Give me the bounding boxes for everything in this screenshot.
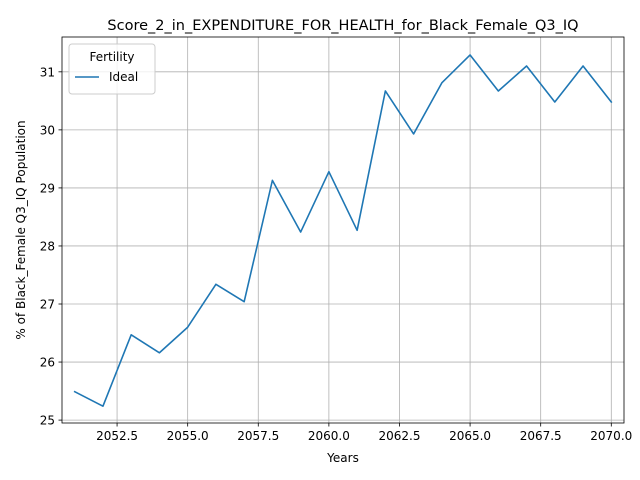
- plot-area-frame: [61, 36, 625, 424]
- y-tick-label: 29: [40, 181, 55, 195]
- legend-title: Fertility: [89, 50, 134, 64]
- x-tick-label: 2065.0: [449, 429, 491, 443]
- y-axis-ticks: 25 26 27 28 29 30 31: [40, 65, 62, 428]
- x-tick-label: 2055.0: [167, 429, 209, 443]
- x-tick-label: 2052.5: [96, 429, 138, 443]
- x-tick-label: 2057.5: [237, 429, 279, 443]
- y-tick-label: 28: [40, 239, 55, 253]
- y-tick-label: 27: [40, 298, 55, 312]
- y-tick-label: 31: [40, 65, 55, 79]
- x-axis-ticks: 2052.5 2055.0 2057.5 2060.0 2062.5 2065.0 2067…: [96, 423, 632, 443]
- legend: Fertility Ideal: [68, 43, 156, 95]
- x-tick-label: 2060.0: [308, 429, 350, 443]
- x-tick-label: 2062.5: [378, 429, 420, 443]
- y-axis-title: % of Black_Female Q3_IQ Population: [14, 120, 28, 339]
- series-layer: [73, 54, 613, 407]
- legend-entries: Ideal: [75, 70, 138, 84]
- x-axis-title: Years: [326, 451, 359, 465]
- x-tick-label: 2067.5: [520, 429, 562, 443]
- x-tick-label: 2070.0: [590, 429, 632, 443]
- series-line-ideal: [73, 54, 613, 407]
- legend-box: [68, 43, 156, 95]
- legend-label-ideal: Ideal: [109, 70, 138, 84]
- y-tick-label: 30: [40, 123, 55, 137]
- y-tick-label: 26: [40, 356, 55, 370]
- chart-title: Score_2_in_EXPENDITURE_FOR_HEALTH_for_Bl…: [107, 18, 578, 34]
- y-tick-label: 25: [40, 414, 55, 428]
